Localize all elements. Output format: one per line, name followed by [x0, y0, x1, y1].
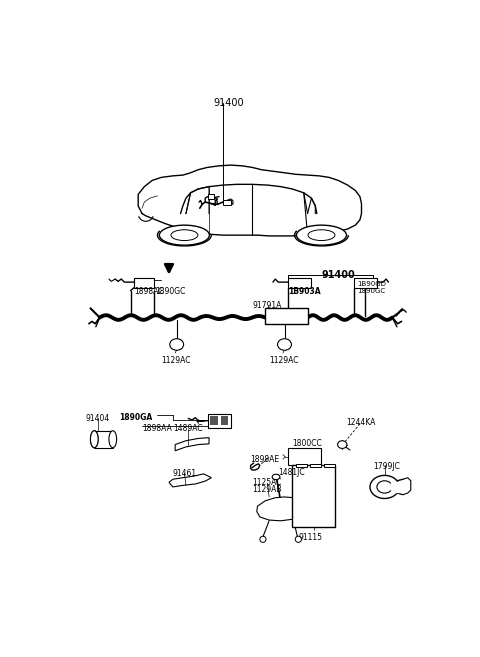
Ellipse shape [90, 431, 98, 447]
Polygon shape [169, 474, 211, 487]
Ellipse shape [277, 339, 291, 350]
Polygon shape [391, 482, 404, 491]
Ellipse shape [171, 230, 198, 240]
Text: 1489AC: 1489AC [173, 424, 203, 433]
Ellipse shape [370, 476, 399, 499]
Text: 1898AC: 1898AC [134, 286, 164, 296]
Text: 91400: 91400 [214, 98, 244, 108]
Bar [310, 464, 321, 467]
Text: 1B903A: 1B903A [288, 286, 321, 296]
Ellipse shape [109, 431, 117, 447]
Text: 1125AC: 1125AC [252, 478, 282, 487]
Text: 1244KA: 1244KA [346, 418, 375, 426]
Bar [223, 200, 230, 205]
Text: 1800CC: 1800CC [292, 439, 322, 448]
Ellipse shape [170, 339, 184, 350]
Text: 91115: 91115 [299, 533, 323, 542]
Bar [288, 277, 312, 288]
Text: 91400: 91400 [322, 270, 355, 280]
Text: ←: ← [195, 417, 204, 427]
Bar [354, 277, 377, 288]
Text: 1129AB: 1129AB [252, 486, 282, 495]
Text: 1890GA: 1890GA [119, 413, 152, 422]
Ellipse shape [377, 481, 392, 493]
Ellipse shape [297, 225, 347, 245]
Text: 1481JC: 1481JC [278, 468, 305, 478]
Text: 1799JC: 1799JC [373, 463, 400, 471]
Ellipse shape [295, 536, 301, 543]
Text: 91404: 91404 [86, 414, 110, 423]
Text: 1898AE: 1898AE [250, 455, 279, 464]
Bar [207, 414, 230, 428]
Text: 1890GC: 1890GC [358, 288, 386, 294]
Bar [221, 416, 228, 425]
Bar [134, 277, 154, 288]
Text: 91461: 91461 [173, 469, 197, 478]
Ellipse shape [260, 536, 266, 543]
Text: 91791A: 91791A [252, 301, 282, 309]
Bar [292, 465, 335, 527]
Text: 1129AC: 1129AC [269, 356, 299, 365]
Bar [210, 416, 217, 425]
Ellipse shape [90, 431, 98, 447]
Bar [324, 464, 335, 467]
Text: 1890GC: 1890GC [155, 286, 185, 296]
Ellipse shape [308, 230, 335, 240]
Text: 1129AC: 1129AC [161, 356, 191, 365]
Bar [94, 431, 113, 447]
Polygon shape [257, 497, 306, 521]
Bar [296, 464, 307, 467]
Text: 1B90GD: 1B90GD [358, 281, 386, 287]
Bar [207, 194, 214, 199]
Text: 1898AA: 1898AA [142, 424, 172, 433]
Polygon shape [175, 438, 209, 451]
Ellipse shape [159, 225, 209, 245]
Ellipse shape [337, 441, 347, 449]
Ellipse shape [272, 474, 280, 480]
Bar [288, 449, 321, 465]
Bar [265, 307, 308, 325]
